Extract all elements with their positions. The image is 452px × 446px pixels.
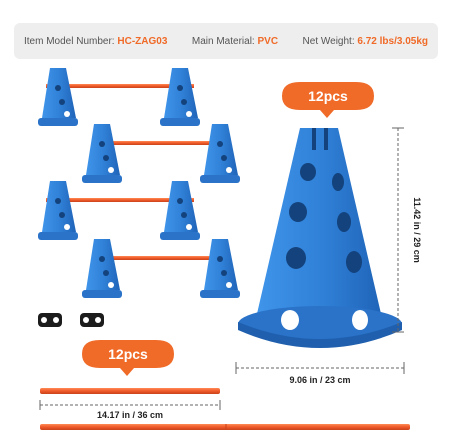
- spec-model-label: Item Model Number:: [24, 35, 115, 47]
- spec-weight: Net Weight: 6.72 lbs/3.05kg: [303, 36, 428, 47]
- small-cone-icon: [200, 124, 240, 183]
- small-cone-icon: [38, 181, 78, 240]
- spec-model-value: HC-ZAG03: [117, 35, 168, 47]
- spec-material-label: Main Material:: [191, 35, 255, 47]
- spec-bar: Item Model Number: HC-ZAG03 Main Materia…: [14, 23, 438, 59]
- large-cone-icon: [238, 128, 402, 348]
- badge-bottom-text: 12pcs: [108, 346, 148, 362]
- small-cone-icon: [200, 239, 240, 298]
- hurdle-pole: [46, 198, 194, 202]
- height-dimension-label: 11.42 in / 29 cm: [412, 197, 422, 263]
- spec-weight-label: Net Weight:: [302, 35, 355, 47]
- height-dimension: 11.42 in / 29 cm: [392, 127, 422, 333]
- hurdle-set-4: [82, 239, 240, 298]
- spec-material-value: PVC: [257, 35, 279, 47]
- spec-weight-value: 6.72 lbs/3.05kg: [357, 35, 428, 47]
- long-pole: [40, 424, 410, 430]
- hurdle-pole: [92, 256, 220, 260]
- small-cone-icon: [160, 68, 200, 126]
- hurdle-set-1: [38, 68, 200, 126]
- clip-icon: [38, 313, 62, 327]
- width-dimension-label: 9.06 in / 23 cm: [289, 375, 350, 385]
- quantity-badge-bottom: 12pcs: [82, 340, 174, 376]
- short-pole: [40, 388, 220, 394]
- small-cone-icon: [82, 239, 122, 298]
- badge-top-text: 12pcs: [308, 88, 348, 104]
- hurdle-set-2: [82, 124, 240, 183]
- width-dimension: 9.06 in / 23 cm: [235, 362, 405, 385]
- hurdle-set-3: [38, 181, 200, 240]
- small-cone-icon: [38, 68, 78, 126]
- hurdle-pole: [46, 84, 194, 88]
- spec-material: Main Material: PVC: [192, 36, 278, 47]
- small-cone-icon: [82, 124, 122, 183]
- quantity-badge-top: 12pcs: [282, 82, 374, 118]
- hurdle-pole: [92, 141, 220, 145]
- small-cone-icon: [160, 181, 200, 240]
- bar-dimension: 14.17 in / 36 cm: [39, 400, 221, 420]
- clip-icon: [80, 313, 104, 327]
- bar-dimension-label: 14.17 in / 36 cm: [97, 410, 163, 420]
- spec-model: Item Model Number: HC-ZAG03: [24, 36, 167, 47]
